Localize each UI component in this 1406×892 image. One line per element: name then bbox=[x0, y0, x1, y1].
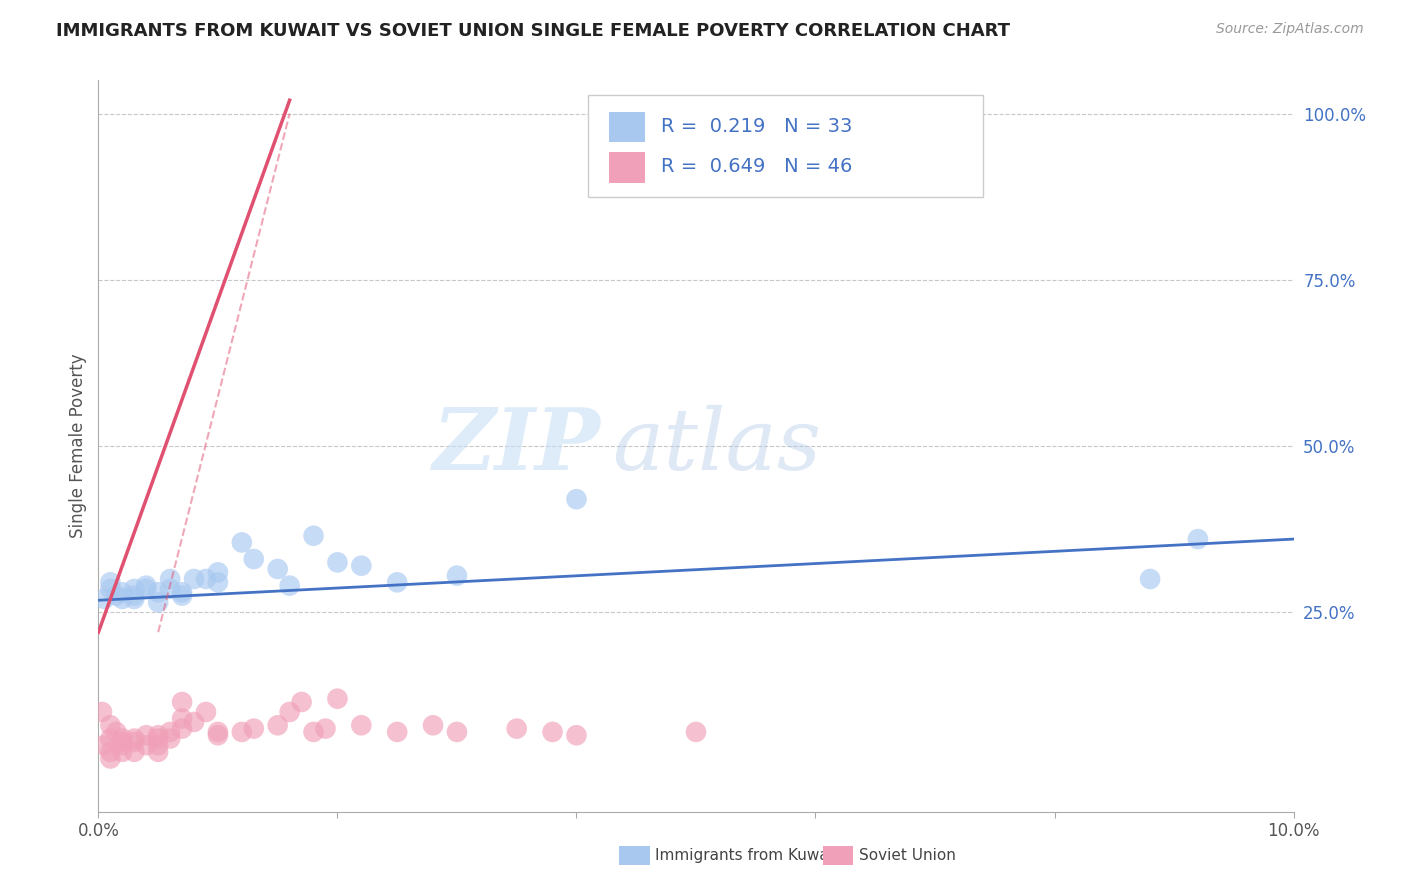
Bar bbox=[609, 152, 644, 183]
Point bbox=[302, 725, 325, 739]
Point bbox=[172, 722, 194, 736]
Point bbox=[98, 582, 122, 596]
Point bbox=[207, 725, 229, 739]
Point bbox=[183, 572, 205, 586]
Point bbox=[541, 725, 564, 739]
Point bbox=[111, 738, 134, 752]
Point bbox=[124, 589, 146, 603]
Point bbox=[148, 738, 170, 752]
Point bbox=[207, 575, 229, 590]
Point bbox=[446, 725, 468, 739]
Point bbox=[422, 718, 444, 732]
Bar bbox=[609, 112, 644, 143]
Point bbox=[124, 582, 146, 596]
Point bbox=[135, 728, 157, 742]
Point bbox=[148, 595, 170, 609]
Point bbox=[93, 591, 115, 606]
Point bbox=[385, 725, 409, 739]
FancyBboxPatch shape bbox=[589, 95, 983, 197]
Point bbox=[111, 735, 134, 749]
Point bbox=[159, 572, 181, 586]
Point bbox=[446, 568, 468, 582]
Point bbox=[111, 745, 134, 759]
Point bbox=[172, 695, 194, 709]
Point bbox=[745, 140, 768, 154]
Point bbox=[231, 725, 253, 739]
Text: IMMIGRANTS FROM KUWAIT VS SOVIET UNION SINGLE FEMALE POVERTY CORRELATION CHART: IMMIGRANTS FROM KUWAIT VS SOVIET UNION S… bbox=[56, 22, 1011, 40]
Point bbox=[291, 695, 314, 709]
Point bbox=[148, 745, 170, 759]
Point bbox=[565, 728, 588, 742]
Point bbox=[124, 591, 146, 606]
Point bbox=[1139, 572, 1161, 586]
Text: Soviet Union: Soviet Union bbox=[859, 848, 956, 863]
Point bbox=[183, 714, 205, 729]
Point bbox=[267, 718, 290, 732]
Point bbox=[159, 731, 181, 746]
Point bbox=[207, 728, 229, 742]
Point bbox=[350, 558, 373, 573]
Point bbox=[302, 529, 325, 543]
Point bbox=[111, 731, 134, 746]
Text: Immigrants from Kuwait: Immigrants from Kuwait bbox=[655, 848, 839, 863]
Point bbox=[195, 572, 218, 586]
Point bbox=[326, 555, 349, 569]
Y-axis label: Single Female Poverty: Single Female Poverty bbox=[69, 354, 87, 538]
Point bbox=[1187, 532, 1209, 546]
Point bbox=[278, 579, 301, 593]
Point bbox=[195, 705, 218, 719]
Point bbox=[98, 718, 122, 732]
Text: R =  0.649   N = 46: R = 0.649 N = 46 bbox=[661, 157, 852, 176]
Point bbox=[172, 585, 194, 599]
Point bbox=[243, 722, 266, 736]
Point bbox=[148, 731, 170, 746]
Point bbox=[111, 585, 134, 599]
Point bbox=[267, 562, 290, 576]
Point bbox=[685, 725, 707, 739]
Point bbox=[159, 582, 181, 596]
Point bbox=[231, 535, 253, 549]
Point bbox=[124, 731, 146, 746]
Point bbox=[111, 591, 134, 606]
Point bbox=[91, 705, 114, 719]
Point bbox=[124, 745, 146, 759]
Point bbox=[506, 722, 529, 736]
Point bbox=[159, 725, 181, 739]
Point bbox=[385, 575, 409, 590]
Point bbox=[172, 712, 194, 726]
Point bbox=[98, 575, 122, 590]
Point bbox=[105, 725, 128, 739]
Point bbox=[326, 691, 349, 706]
Point bbox=[148, 728, 170, 742]
Point bbox=[98, 751, 122, 765]
Point bbox=[135, 579, 157, 593]
Point bbox=[315, 722, 337, 736]
Point bbox=[278, 705, 301, 719]
Point bbox=[98, 745, 122, 759]
Text: Source: ZipAtlas.com: Source: ZipAtlas.com bbox=[1216, 22, 1364, 37]
Text: ZIP: ZIP bbox=[433, 404, 600, 488]
Point bbox=[172, 589, 194, 603]
Point bbox=[135, 582, 157, 596]
Point bbox=[565, 492, 588, 507]
Point bbox=[148, 585, 170, 599]
Point bbox=[93, 738, 115, 752]
Text: atlas: atlas bbox=[613, 405, 821, 487]
Point bbox=[135, 738, 157, 752]
Text: R =  0.219   N = 33: R = 0.219 N = 33 bbox=[661, 117, 852, 136]
Point bbox=[207, 566, 229, 580]
Point bbox=[243, 552, 266, 566]
Point bbox=[124, 735, 146, 749]
Point bbox=[105, 589, 128, 603]
Point bbox=[98, 731, 122, 746]
Point bbox=[350, 718, 373, 732]
